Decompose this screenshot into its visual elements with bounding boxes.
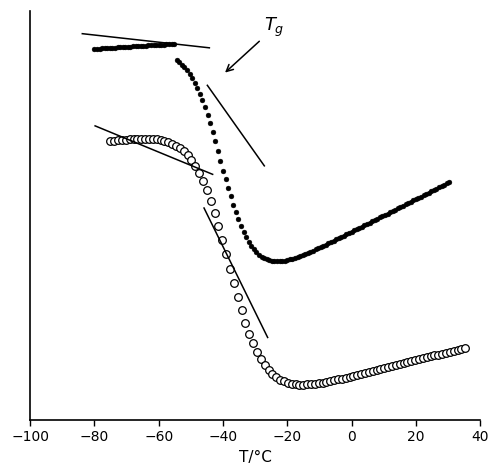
Text: $T_g$: $T_g$ [226,16,284,71]
X-axis label: T/°C: T/°C [238,450,272,465]
